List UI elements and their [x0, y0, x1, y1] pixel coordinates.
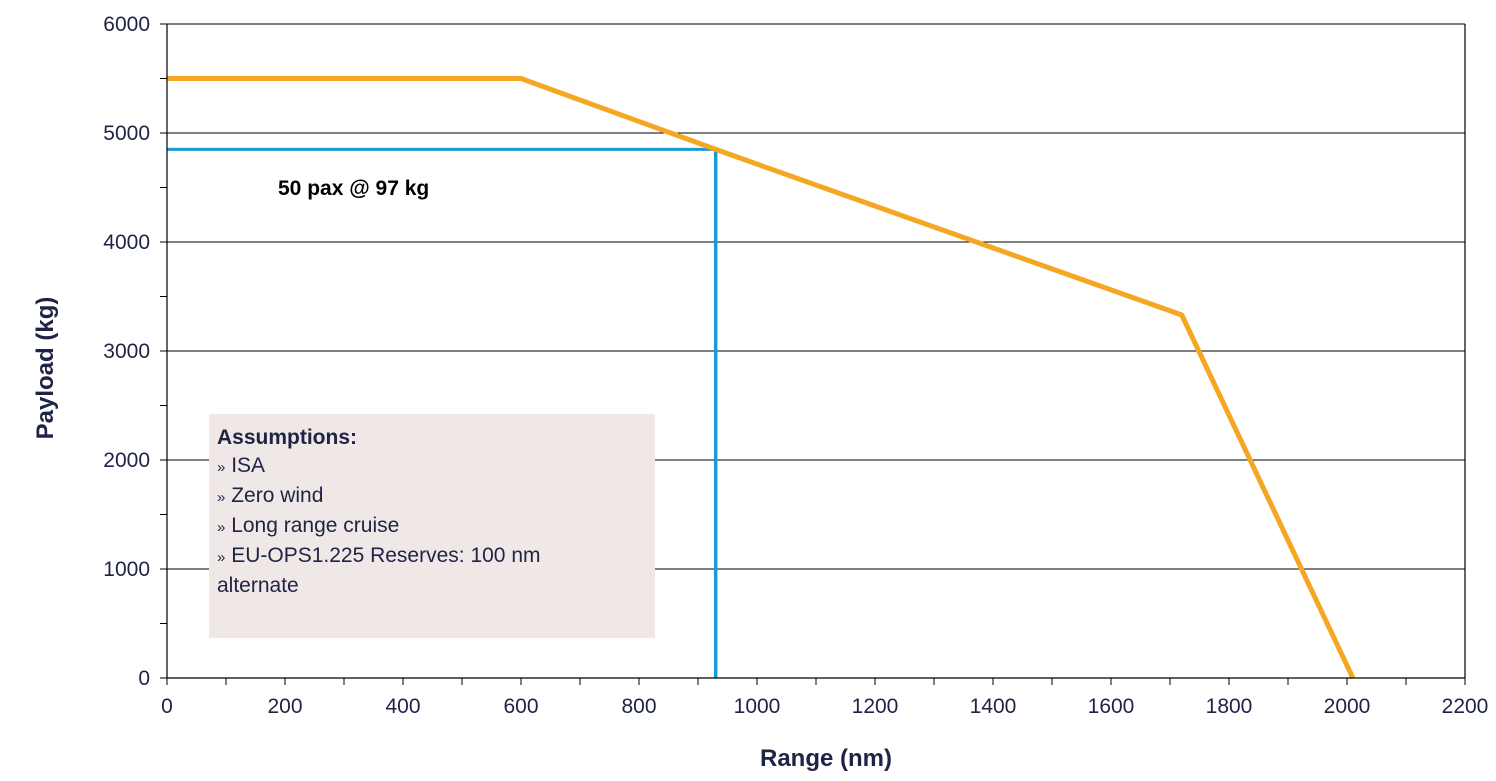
- x-tick-label: 800: [621, 695, 656, 718]
- axes: [160, 23, 1466, 685]
- reference-lines: [167, 147, 718, 678]
- y-tick-label: 6000: [103, 13, 150, 36]
- x-tick-label: 600: [503, 695, 538, 718]
- x-tick-label: 1200: [852, 695, 899, 718]
- assumption-continuation: alternate: [217, 574, 299, 597]
- assumption-item: » Long range cruise: [217, 512, 655, 542]
- assumption-text: Long range cruise: [231, 514, 400, 537]
- x-tick-label: 1600: [1088, 695, 1135, 718]
- assumption-item: » Zero wind: [217, 482, 655, 512]
- bullet-icon: »: [217, 549, 226, 566]
- y-axis-title: Payload (kg): [32, 297, 59, 440]
- x-tick-label: 2000: [1324, 695, 1371, 718]
- y-tick-label: 4000: [103, 231, 150, 254]
- x-tick-label: 1000: [734, 695, 781, 718]
- annotation-label: 50 pax @ 97 kg: [278, 177, 429, 200]
- x-tick-label: 1400: [970, 695, 1017, 718]
- assumption-item: » EU-OPS1.225 Reserves: 100 nm: [217, 542, 655, 572]
- x-tick-label: 1800: [1206, 695, 1253, 718]
- x-tick-labels: 0 200 400 600 800 1000 1200 1400 1600 1800 2000 220…: [161, 695, 1488, 718]
- assumption-text: EU-OPS1.225 Reserves: 100 nm: [231, 544, 541, 567]
- x-tick-label: 0: [161, 695, 173, 718]
- y-tick-label: 1000: [103, 558, 150, 581]
- assumption-text: Zero wind: [231, 484, 324, 507]
- series-line: [167, 76, 1356, 680]
- bullet-icon: »: [217, 489, 226, 506]
- y-tick-label: 3000: [103, 340, 150, 363]
- x-tick-label: 200: [267, 695, 302, 718]
- assumptions-box: Assumptions: » ISA » Zero wind » Long ra…: [209, 414, 655, 638]
- y-tick-label: 2000: [103, 449, 150, 472]
- x-tick-label: 400: [385, 695, 420, 718]
- y-tick-labels: 0 1000 2000 3000 4000 5000 6000: [103, 13, 150, 690]
- bullet-icon: »: [217, 459, 226, 476]
- series-layer: [167, 76, 1356, 680]
- x-tick-label: 2200: [1442, 695, 1489, 718]
- assumption-text: ISA: [231, 454, 266, 477]
- assumption-item: » ISA: [217, 452, 655, 482]
- bullet-icon: »: [217, 519, 226, 536]
- y-tick-label: 0: [138, 667, 150, 690]
- y-tick-label: 5000: [103, 122, 150, 145]
- assumptions-title: Assumptions:: [217, 426, 358, 449]
- x-axis-title: Range (nm): [760, 745, 892, 772]
